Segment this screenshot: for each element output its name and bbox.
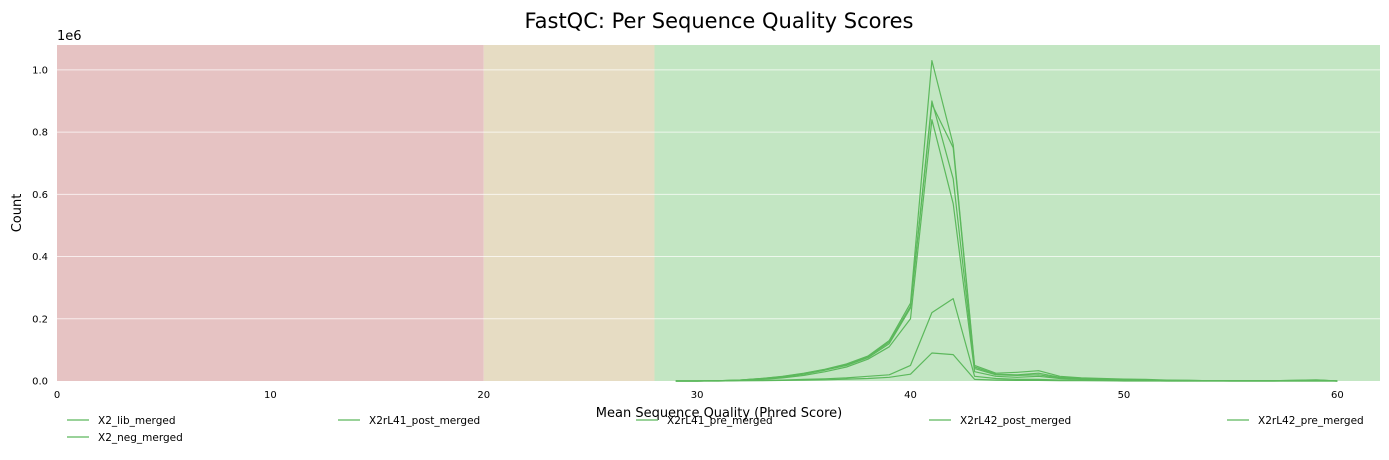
- x-tick-label: 50: [1118, 390, 1131, 401]
- x-axis-label: Mean Sequence Quality (Phred Score): [596, 406, 842, 421]
- legend-item-X2rL42_pre_merged[interactable]: X2rL42_pre_merged: [1227, 415, 1364, 427]
- y-tick-label: 0.8: [32, 128, 48, 139]
- y-tick-label: 1.0: [32, 65, 48, 76]
- series-lines: [675, 59, 1338, 382]
- x-tick-label: 10: [264, 390, 277, 401]
- quality-zone-2: [654, 45, 1380, 381]
- chart-title: FastQC: Per Sequence Quality Scores: [524, 9, 913, 33]
- quality-zones: [57, 45, 1380, 381]
- legend-label: X2rL41_post_merged: [369, 415, 480, 427]
- y-tick-label: 0.2: [32, 314, 48, 325]
- y-tick-label: 0.4: [32, 252, 48, 263]
- y-axis-label: Count: [10, 194, 25, 233]
- legend-item-X2_lib_merged[interactable]: X2_lib_merged: [67, 415, 175, 427]
- legend-label: X2rL42_pre_merged: [1258, 415, 1364, 427]
- quality-zone-0: [57, 45, 484, 381]
- quality-zone-1: [483, 45, 655, 381]
- x-tick-label: 20: [477, 390, 490, 401]
- legend-item-X2rL41_pre_merged[interactable]: X2rL41_pre_merged: [636, 415, 773, 427]
- x-axis-ticks: 0 10 20 30 40 50 60: [54, 390, 1344, 401]
- legend: X2_lib_merged X2_neg_merged X2rL41_post_me…: [67, 415, 1364, 444]
- x-tick-label: 40: [904, 390, 917, 401]
- legend-label: X2_lib_merged: [98, 415, 175, 427]
- y-axis-ticks: 0.0 0.2 0.4 0.6 0.8 1.0: [32, 65, 48, 387]
- grid-lines: [57, 69, 1380, 320]
- y-tick-label: 0.6: [32, 190, 48, 201]
- y-axis-multiplier: 1e6: [57, 29, 82, 44]
- x-tick-label: 30: [691, 390, 704, 401]
- x-tick-label: 0: [54, 390, 60, 401]
- x-tick-label: 60: [1331, 390, 1344, 401]
- legend-label: X2_neg_merged: [98, 432, 183, 444]
- legend-item-X2_neg_merged[interactable]: X2_neg_merged: [67, 432, 183, 444]
- legend-label: X2rL42_post_merged: [960, 415, 1071, 427]
- y-tick-label: 0.0: [32, 377, 48, 388]
- legend-item-X2rL42_post_merged[interactable]: X2rL42_post_merged: [929, 415, 1071, 427]
- legend-item-X2rL41_post_merged[interactable]: X2rL41_post_merged: [338, 415, 480, 427]
- series-line-X2rL42_pre_merged: [675, 103, 1338, 382]
- legend-label: X2rL41_pre_merged: [667, 415, 773, 427]
